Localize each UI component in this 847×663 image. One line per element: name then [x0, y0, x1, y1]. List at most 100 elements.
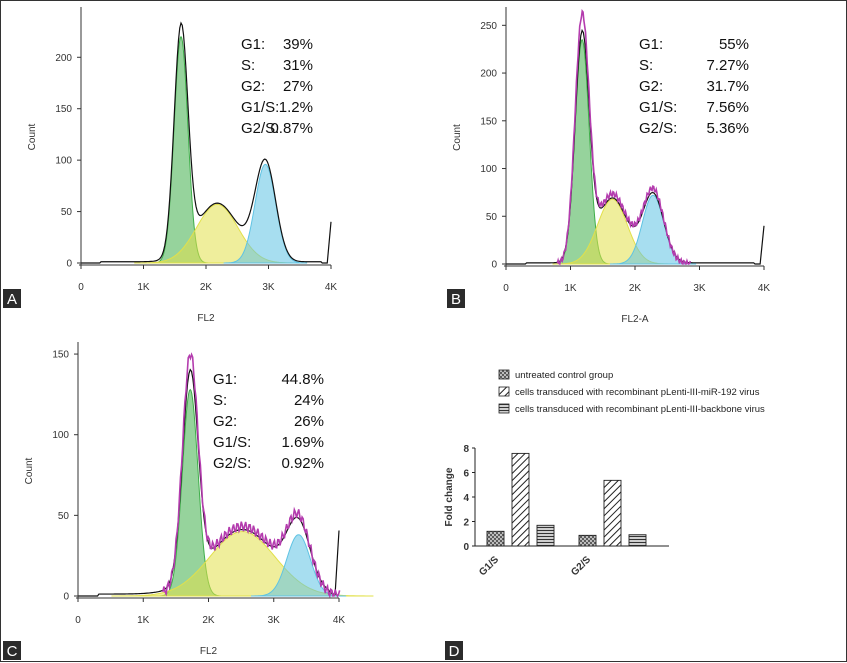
x-tick-label: 4K — [325, 282, 338, 293]
x-tick-label: 0 — [75, 615, 81, 626]
total-trace-line — [81, 21, 332, 264]
x-axis-label: FL2 — [197, 313, 215, 324]
y-tick-label: 8 — [463, 444, 469, 455]
category-label: G2/S — [569, 554, 593, 578]
g2-peak-area — [250, 534, 347, 597]
stat-value: 55% — [719, 36, 749, 53]
y-tick-label: 0 — [66, 259, 72, 270]
stat-label: S: — [639, 57, 653, 74]
stat-label: G1/S: — [639, 99, 677, 116]
stat-label: G1: — [639, 36, 663, 53]
bar — [511, 452, 530, 547]
stat-label: G1: — [241, 36, 265, 53]
y-tick-label: 100 — [52, 430, 69, 441]
y-tick-label: 150 — [480, 116, 497, 127]
stat-value: 27% — [283, 78, 313, 95]
stat-label: G2/S: — [241, 120, 279, 137]
stat-value: 7.27% — [706, 57, 749, 74]
stat-value: 5.36% — [706, 120, 749, 137]
y-tick-label: 50 — [58, 511, 70, 522]
x-axis-label: FL2 — [200, 646, 218, 657]
y-tick-label: 50 — [486, 212, 498, 223]
x-tick-label: 3K — [262, 282, 275, 293]
x-tick-label: 1K — [137, 282, 150, 293]
x-tick-label: 4K — [758, 283, 771, 294]
x-tick-label: 4K — [333, 615, 346, 626]
histogram-panel-b: 0 50 100 150 200 250 0 1K 2K 3K 4K FL2-A Count G1: 55%… — [447, 7, 770, 325]
stat-value: 39% — [283, 36, 313, 53]
x-tick-label: 3K — [268, 615, 281, 626]
stat-value: 0.87% — [270, 120, 313, 137]
s-peak-area — [111, 530, 374, 597]
stat-value: 24% — [294, 392, 324, 409]
legend-entry: cells transduced with recombinant pLenti… — [515, 387, 760, 398]
stat-value: 26% — [294, 413, 324, 430]
stat-label: G1: — [213, 371, 237, 388]
stat-label: G2: — [639, 78, 663, 95]
stat-label: S: — [213, 392, 227, 409]
stat-label: G1/S: — [241, 99, 279, 116]
stat-label: G1/S: — [213, 434, 251, 451]
panel-letter-box — [3, 641, 21, 660]
stat-value: 44.8% — [281, 371, 324, 388]
legend-entry: cells transduced with recombinant pLenti… — [515, 404, 765, 415]
y-tick-label: 250 — [480, 21, 497, 32]
y-axis-label: Count — [452, 124, 463, 151]
x-tick-label: 2K — [629, 283, 642, 294]
histogram-panel-a: 0 50 100 150 200 0 1K 2K 3K 4K FL2 Count G1: 39% S: 31%… — [3, 7, 337, 324]
x-tick-label: 1K — [137, 615, 150, 626]
stat-label: G2: — [241, 78, 265, 95]
panel-letter: B — [451, 291, 461, 308]
category-label: G1/S — [477, 554, 501, 578]
bar — [536, 524, 555, 547]
y-tick-label: 0 — [63, 592, 69, 603]
x-tick-label: 2K — [202, 615, 215, 626]
y-tick-label: 4 — [463, 493, 469, 504]
g2-peak-area — [223, 163, 308, 264]
overlay-trace-line — [162, 352, 341, 599]
stat-value: 7.56% — [706, 99, 749, 116]
stat-label: G2: — [213, 413, 237, 430]
stat-label: S: — [241, 57, 255, 74]
x-tick-label: 0 — [503, 283, 509, 294]
stat-label: G2/S: — [639, 120, 677, 137]
x-tick-label: 1K — [564, 283, 577, 294]
bar-panel-d: untreated control group cells transduced … — [444, 369, 765, 660]
x-tick-label: 0 — [78, 282, 84, 293]
panel-letter: A — [7, 291, 17, 308]
panel-letter: D — [449, 643, 460, 660]
stat-label: G2/S: — [213, 455, 251, 472]
total-trace-line — [506, 28, 765, 265]
y-tick-label: 150 — [55, 104, 72, 115]
stat-value: 1.69% — [281, 434, 324, 451]
legend-swatch — [498, 369, 510, 380]
x-tick-label: 3K — [693, 283, 706, 294]
x-axis-label: FL2-A — [621, 314, 649, 325]
y-tick-label: 150 — [52, 350, 69, 361]
bar — [486, 530, 505, 547]
legend-swatch — [498, 403, 510, 414]
bar — [578, 534, 597, 547]
y-tick-label: 0 — [463, 542, 469, 553]
stat-value: 0.92% — [281, 455, 324, 472]
y-tick-label: 200 — [55, 53, 72, 64]
stat-value: 1.2% — [279, 99, 313, 116]
y-tick-label: 50 — [61, 207, 73, 218]
stat-value: 31% — [283, 57, 313, 74]
y-tick-label: 200 — [480, 69, 497, 80]
y-tick-label: 0 — [491, 260, 497, 271]
overlay-trace-line — [556, 8, 692, 266]
bar — [603, 479, 622, 547]
panel-letter-box — [445, 641, 463, 660]
total-trace-line — [78, 368, 340, 597]
legend-entry: untreated control group — [515, 370, 613, 381]
y-tick-label: 2 — [463, 518, 469, 529]
y-axis-label: Count — [27, 123, 38, 150]
y-tick-label: 100 — [55, 156, 72, 167]
panel-letter-box — [3, 289, 21, 308]
y-axis-label: Count — [24, 457, 35, 484]
stat-value: 31.7% — [706, 78, 749, 95]
x-tick-label: 2K — [200, 282, 213, 293]
legend-swatch — [498, 386, 510, 397]
